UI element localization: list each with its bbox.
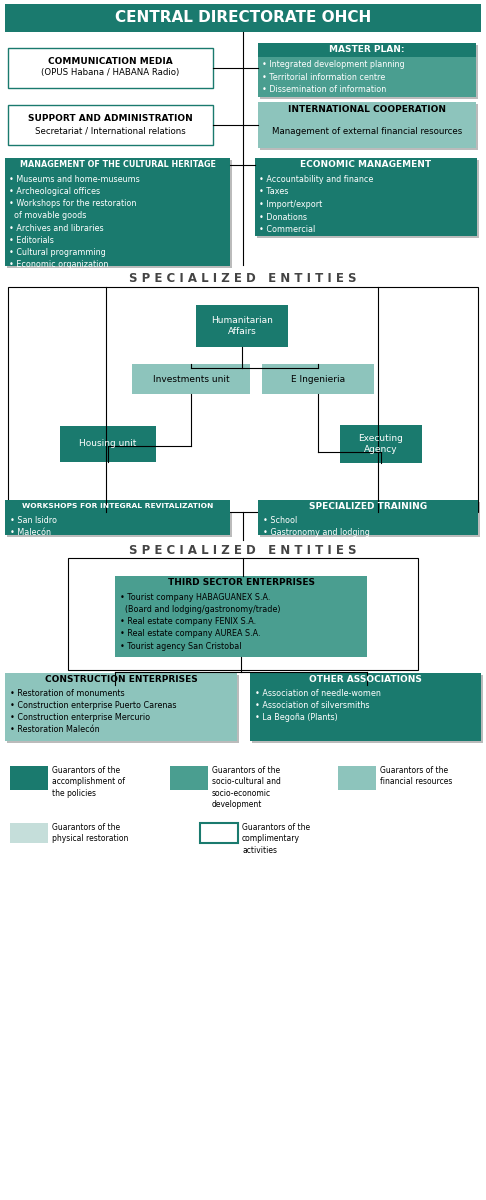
Bar	[132, 364, 250, 394]
Text: Management of external financial resources: Management of external financial resourc…	[272, 127, 462, 137]
Bar	[115, 589, 367, 658]
Text: • School
• Gastronomy and lodging: • School • Gastronomy and lodging	[263, 516, 370, 536]
Text: Humanitarian
Affairs: Humanitarian Affairs	[211, 316, 273, 336]
Text: Guarantors of the
financial resources: Guarantors of the financial resources	[380, 766, 452, 786]
Text: ECONOMIC MANAGEMENT: ECONOMIC MANAGEMENT	[300, 160, 432, 169]
Text: Guarantors of the
complimentary
activities: Guarantors of the complimentary activiti…	[242, 823, 310, 854]
Bar	[7, 160, 232, 268]
Text: • Integrated development planning
• Territorial information centre
• Disseminati: • Integrated development planning • Terr…	[262, 60, 405, 94]
Bar	[5, 673, 237, 685]
Bar	[8, 287, 478, 512]
Text: Housing unit: Housing unit	[79, 439, 137, 449]
Bar	[117, 578, 369, 659]
Text: Guarantors of the
accomplishment of
the policies: Guarantors of the accomplishment of the …	[52, 766, 125, 798]
Bar	[255, 158, 477, 170]
Bar	[8, 104, 213, 145]
Text: Investments unit: Investments unit	[153, 374, 229, 384]
Bar	[7, 674, 239, 743]
Bar	[258, 116, 476, 148]
Bar	[10, 766, 48, 790]
Text: SPECIALIZED TRAINING: SPECIALIZED TRAINING	[309, 502, 427, 511]
Text: Guarantors of the
physical restoration: Guarantors of the physical restoration	[52, 823, 128, 844]
Text: OTHER ASSOCIATIONS: OTHER ASSOCIATIONS	[309, 674, 422, 684]
Text: • Tourist company HABAGUANEX S.A.
  (Board and lodging/gastronomy/trade)
• Real : • Tourist company HABAGUANEX S.A. (Board…	[120, 593, 280, 650]
Text: Secretariat / International relations: Secretariat / International relations	[35, 126, 186, 134]
Text: Guarantors of the
socio-cultural and
socio-economic
development: Guarantors of the socio-cultural and soc…	[212, 766, 281, 809]
Bar	[5, 170, 230, 266]
Bar	[257, 160, 479, 238]
Bar	[5, 158, 230, 170]
Bar	[68, 558, 418, 670]
Text: (OPUS Habana / HABANA Radio): (OPUS Habana / HABANA Radio)	[41, 68, 180, 77]
Text: • Association of needle-women
• Association of silversmiths
• La Begoña (Plants): • Association of needle-women • Associat…	[255, 689, 381, 722]
Bar	[5, 4, 481, 32]
Bar	[258, 514, 478, 535]
Bar	[258, 56, 476, 97]
Text: WORKSHOPS FOR INTEGRAL REVITALIZATION: WORKSHOPS FOR INTEGRAL REVITALIZATION	[22, 504, 213, 510]
Text: MASTER PLAN:: MASTER PLAN:	[329, 46, 405, 54]
Bar	[10, 823, 48, 842]
Text: S P E C I A L I Z E D   E N T I T I E S: S P E C I A L I Z E D E N T I T I E S	[129, 272, 357, 284]
Bar	[7, 502, 232, 538]
Bar	[5, 500, 230, 514]
Bar	[258, 43, 476, 56]
Bar	[250, 685, 481, 740]
Text: • Accountability and finance
• Taxes
• Import/export
• Donations
• Commercial: • Accountability and finance • Taxes • I…	[259, 175, 373, 234]
Bar	[258, 500, 478, 514]
Bar	[170, 766, 208, 790]
Bar	[250, 673, 481, 685]
Text: S P E C I A L I Z E D   E N T I T I E S: S P E C I A L I Z E D E N T I T I E S	[129, 544, 357, 557]
Text: • Restoration of monuments
• Construction enterprise Puerto Carenas
• Constructi: • Restoration of monuments • Constructio…	[10, 689, 176, 734]
Bar	[200, 823, 238, 842]
Bar	[262, 364, 374, 394]
Text: CONSTRUCTION ENTERPRISES: CONSTRUCTION ENTERPRISES	[45, 674, 197, 684]
Text: SUPPORT AND ADMINISTRATION: SUPPORT AND ADMINISTRATION	[28, 114, 193, 122]
Bar	[260, 502, 480, 538]
Bar	[338, 766, 376, 790]
Bar	[260, 104, 478, 150]
Bar	[252, 674, 483, 743]
Text: Executing
Agency: Executing Agency	[359, 434, 403, 454]
Text: • Museums and home-museums
• Archeological offices
• Workshops for the restorati: • Museums and home-museums • Archeologic…	[9, 175, 140, 269]
Bar	[196, 305, 288, 347]
Text: COMMUNICATION MEDIA: COMMUNICATION MEDIA	[48, 56, 173, 66]
Bar	[258, 102, 476, 116]
Bar	[115, 576, 367, 589]
Bar	[5, 514, 230, 535]
Bar	[255, 170, 477, 236]
Text: THIRD SECTOR ENTERPRISES: THIRD SECTOR ENTERPRISES	[168, 578, 314, 587]
Bar	[260, 44, 478, 98]
Text: • San Isidro
• Malecón: • San Isidro • Malecón	[10, 516, 57, 536]
Bar	[340, 425, 422, 463]
Text: MANAGEMENT OF THE CULTURAL HERITAGE: MANAGEMENT OF THE CULTURAL HERITAGE	[19, 160, 215, 169]
Bar	[8, 48, 213, 88]
Text: INTERNATIONAL COOPERATION: INTERNATIONAL COOPERATION	[288, 104, 446, 114]
Bar	[60, 426, 156, 462]
Text: E Ingenieria: E Ingenieria	[291, 374, 345, 384]
Text: CENTRAL DIRECTORATE OHCH: CENTRAL DIRECTORATE OHCH	[115, 11, 371, 25]
Bar	[5, 685, 237, 740]
